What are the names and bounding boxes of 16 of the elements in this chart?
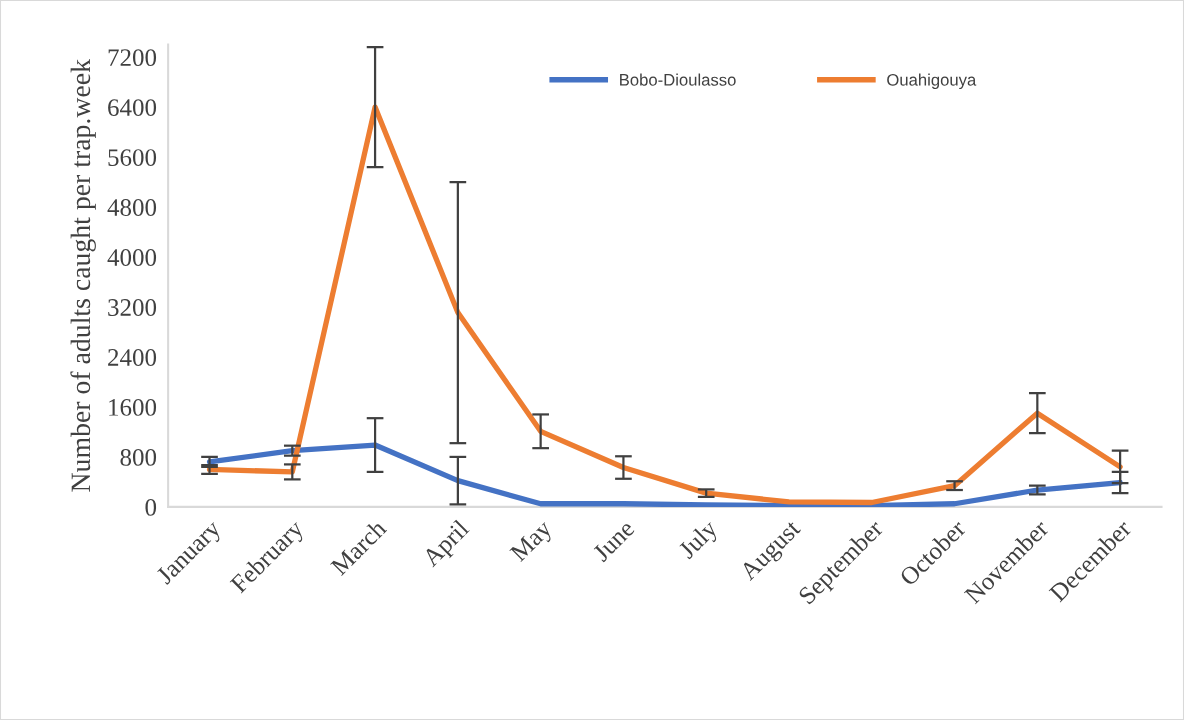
x-tick-label: July — [677, 518, 723, 564]
y-tick-label: 3200 — [108, 299, 157, 316]
y-axis-title: Number of adults caught per trap.week — [70, 59, 96, 492]
y-tick-label: 5600 — [108, 149, 157, 166]
y-tick-label: 7200 — [108, 49, 157, 67]
y-tick-label: 4800 — [107, 199, 157, 216]
y-tick-label: 2400 — [108, 349, 157, 366]
legend-label: Ouahigouya — [887, 73, 977, 90]
y-tick-label: 800 — [120, 448, 157, 466]
y-tick-label: 4000 — [107, 249, 157, 266]
x-tick-label: May — [509, 518, 557, 566]
y-tick-label: 0 — [145, 498, 157, 516]
y-tick-label: 1600 — [109, 398, 157, 416]
legend-label: Bobo-Dioulasso — [620, 73, 736, 86]
y-tick-label: 6400 — [108, 99, 157, 117]
x-tick-label: June — [592, 519, 636, 563]
